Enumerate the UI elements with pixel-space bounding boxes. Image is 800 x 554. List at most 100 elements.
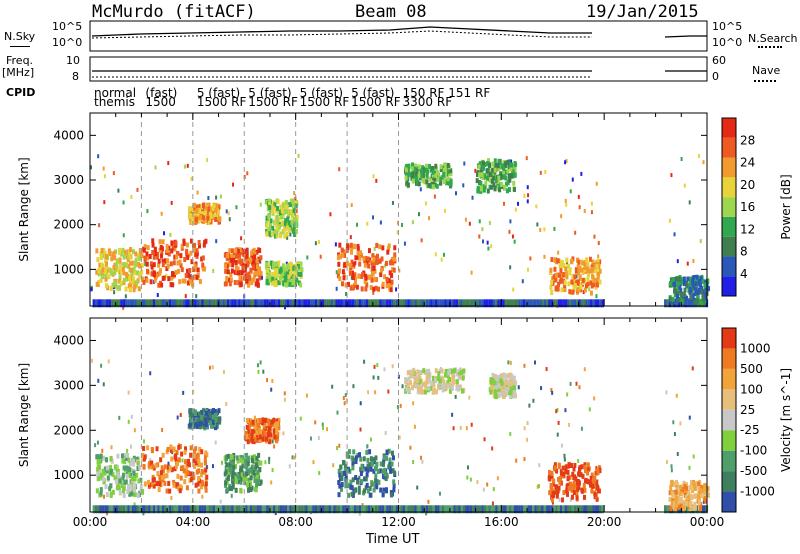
velocity-region-1-cell bbox=[172, 479, 176, 485]
power-colorbar-tick-label: 16 bbox=[740, 200, 755, 214]
velocity-noise-cell bbox=[222, 370, 225, 375]
velocity-region-5-cell bbox=[354, 459, 358, 465]
velocity-ground-cell bbox=[518, 505, 521, 514]
velocity-ground-cell bbox=[421, 505, 424, 514]
power-region-4-cell bbox=[277, 280, 281, 286]
velocity-region-0-cell bbox=[121, 475, 125, 481]
velocity-region-5-cell bbox=[357, 452, 361, 458]
velocity-ground-cell bbox=[485, 505, 489, 514]
velocity-noise-cell bbox=[556, 432, 559, 437]
power-region-6-cell bbox=[353, 280, 357, 286]
power-region-2-cell bbox=[218, 216, 222, 222]
velocity-ground-cell bbox=[437, 505, 440, 514]
power-ground-cell bbox=[106, 299, 109, 308]
velocity-noise-cell bbox=[387, 389, 390, 394]
power-region-7-cell bbox=[422, 170, 426, 176]
velocity-ground-cell bbox=[666, 505, 669, 514]
velocity-region-4-cell bbox=[248, 421, 252, 427]
power-noise-cell bbox=[688, 200, 691, 205]
velocity-region-8-cell bbox=[552, 478, 556, 484]
power-noise-cell bbox=[590, 201, 593, 206]
power-region-1-cell bbox=[188, 268, 192, 274]
power-noise-cell bbox=[565, 202, 568, 207]
velocity-noise-cell bbox=[129, 444, 132, 449]
velocity-noise-cell bbox=[331, 384, 334, 389]
power-noise-cell bbox=[317, 239, 320, 244]
power-region-1-cell bbox=[156, 271, 160, 277]
velocity-region-0-cell bbox=[123, 459, 127, 465]
power-colorbar-swatch bbox=[722, 276, 736, 296]
power-ground-cell bbox=[541, 299, 544, 308]
power-region-0-cell bbox=[99, 277, 103, 283]
power-noise-cell bbox=[350, 203, 353, 208]
velocity-noise-cell bbox=[370, 437, 373, 442]
velocity-region-4-cell bbox=[249, 418, 253, 424]
velocity-region-5-cell bbox=[383, 467, 387, 473]
power-region-0-cell bbox=[107, 274, 111, 280]
velocity-region-0-cell bbox=[118, 478, 122, 484]
velocity-noise-cell bbox=[367, 390, 370, 395]
velocity-region-7-cell bbox=[506, 390, 510, 396]
power-noise-cell bbox=[597, 241, 600, 246]
velocity-region-3-cell bbox=[229, 459, 233, 465]
velocity-region-2-cell bbox=[191, 423, 195, 429]
power-ground-cell bbox=[314, 299, 318, 308]
power-region-7-cell bbox=[410, 175, 414, 181]
power-region-3-cell bbox=[238, 247, 242, 253]
velocity-region-7-cell bbox=[505, 380, 509, 386]
velocity-region-3-cell bbox=[231, 484, 235, 490]
power-region-1-cell bbox=[185, 242, 189, 248]
velocity-ground-cell bbox=[460, 505, 463, 514]
power-region-9-cell bbox=[568, 267, 572, 273]
power-region-9-cell bbox=[593, 264, 597, 270]
power-region-4-cell bbox=[300, 267, 304, 273]
velocity-ground-cell bbox=[277, 505, 281, 514]
velocity-region-3-cell bbox=[239, 487, 243, 493]
velocity-region-5-cell bbox=[337, 468, 341, 474]
power-region-4-cell bbox=[285, 274, 289, 280]
power-region-6-cell bbox=[372, 265, 376, 271]
velocity-region-4-cell bbox=[246, 439, 250, 445]
velocity-region-6-cell bbox=[407, 388, 411, 394]
power-region-4-cell bbox=[268, 277, 272, 283]
velocity-region-1-cell bbox=[205, 474, 209, 480]
power-region-3-cell bbox=[250, 250, 254, 256]
power-region-10-cell bbox=[668, 296, 672, 302]
power-region-3-cell bbox=[228, 281, 232, 287]
velocity-region-1-cell bbox=[204, 450, 208, 456]
velocity-region-4-cell bbox=[244, 430, 248, 436]
velocity-noise-cell bbox=[332, 463, 335, 468]
power-ground-cell bbox=[520, 299, 524, 308]
power-region-10-cell bbox=[694, 287, 698, 293]
velocity-region-5-cell bbox=[340, 482, 344, 488]
velocity-region-9-cell bbox=[685, 485, 689, 491]
power-ground-cell bbox=[393, 299, 396, 308]
velocity-region-3-cell bbox=[231, 459, 235, 465]
velocity-region-0-cell bbox=[116, 453, 120, 459]
velocity-region-3-cell bbox=[250, 464, 254, 470]
power-region-9-cell bbox=[590, 268, 594, 274]
velocity-ground-cell bbox=[592, 505, 595, 514]
power-region-8-cell bbox=[507, 187, 511, 193]
velocity-region-6-cell bbox=[450, 368, 454, 374]
velocity-region-2-cell bbox=[214, 425, 218, 431]
power-region-6-cell bbox=[353, 282, 357, 288]
power-region-3-cell bbox=[223, 263, 227, 269]
velocity-ground-cell bbox=[182, 505, 186, 514]
power-ground-cell bbox=[483, 299, 486, 308]
noise-sky-line-late bbox=[664, 35, 707, 38]
velocity-ground-cell bbox=[402, 505, 406, 514]
velocity-colorbar-tick-label: 25 bbox=[740, 403, 755, 417]
velocity-region-1-cell bbox=[174, 456, 178, 462]
power-region-9-cell bbox=[579, 284, 583, 290]
power-region-8-cell bbox=[504, 169, 508, 175]
nave-legend-dots bbox=[754, 80, 776, 82]
velocity-region-5-cell bbox=[354, 475, 358, 481]
power-region-4-cell bbox=[281, 263, 285, 269]
velocity-region-5-cell bbox=[370, 461, 374, 467]
velocity-region-5-cell bbox=[393, 470, 397, 476]
power-region-0-cell bbox=[127, 283, 131, 289]
velocity-region-7-cell bbox=[512, 393, 516, 399]
power-region-10-cell bbox=[690, 287, 694, 293]
power-region-4-cell bbox=[274, 266, 278, 272]
